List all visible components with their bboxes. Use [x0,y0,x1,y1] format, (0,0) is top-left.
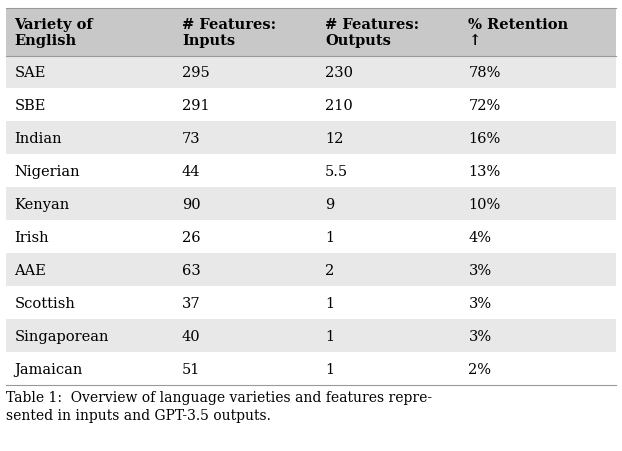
Text: 210: 210 [325,99,353,113]
Bar [6,254,174,287]
Bar [460,320,616,353]
Text: 51: 51 [182,362,200,376]
Text: 1: 1 [325,329,334,343]
Bar [174,254,317,287]
Text: AAE: AAE [14,263,46,277]
Bar [317,155,460,188]
Text: Table 1:  Overview of language varieties and features repre-
sented in inputs an: Table 1: Overview of language varieties … [6,390,432,423]
Text: SBE: SBE [14,99,45,113]
Bar [6,56,174,89]
Bar [460,9,616,56]
Text: Singaporean: Singaporean [14,329,109,343]
Bar [174,122,317,155]
Bar [317,9,460,56]
Text: 37: 37 [182,296,200,310]
Text: 291: 291 [182,99,210,113]
Text: 16%: 16% [468,132,501,146]
Text: # Features:
Inputs: # Features: Inputs [182,18,276,48]
Bar [317,56,460,89]
Bar [317,221,460,254]
Bar [317,188,460,221]
Bar [460,353,616,386]
Text: Indian: Indian [14,132,62,146]
Bar [174,188,317,221]
Bar [174,353,317,386]
Bar [317,122,460,155]
Text: 3%: 3% [468,296,491,310]
Text: Irish: Irish [14,230,49,244]
Bar [317,353,460,386]
Text: Kenyan: Kenyan [14,198,70,212]
Bar [6,155,174,188]
Text: Jamaican: Jamaican [14,362,83,376]
Text: 3%: 3% [468,329,491,343]
Bar [317,320,460,353]
Bar [317,89,460,122]
Text: SAE: SAE [14,66,45,80]
Bar [6,122,174,155]
Bar [460,155,616,188]
Text: 9: 9 [325,198,335,212]
Text: 2%: 2% [468,362,491,376]
Text: 44: 44 [182,165,200,179]
Text: 2: 2 [325,263,335,277]
Bar [174,89,317,122]
Text: 4%: 4% [468,230,491,244]
Bar [460,56,616,89]
Bar [460,122,616,155]
Text: 3%: 3% [468,263,491,277]
Text: 12: 12 [325,132,343,146]
Bar [174,9,317,56]
Bar [174,320,317,353]
Text: 63: 63 [182,263,201,277]
Bar [460,287,616,320]
Bar [174,56,317,89]
Bar [460,89,616,122]
Text: 230: 230 [325,66,353,80]
Text: 78%: 78% [468,66,501,80]
Text: 40: 40 [182,329,200,343]
Bar [6,89,174,122]
Text: Variety of
English: Variety of English [14,18,93,48]
Text: 13%: 13% [468,165,501,179]
Text: # Features:
Outputs: # Features: Outputs [325,18,419,48]
Bar [6,221,174,254]
Bar [460,188,616,221]
Bar [174,287,317,320]
Text: 1: 1 [325,362,334,376]
Text: 1: 1 [325,230,334,244]
Bar [460,221,616,254]
Bar [174,155,317,188]
Bar [174,221,317,254]
Bar [6,320,174,353]
Text: 90: 90 [182,198,200,212]
Text: 72%: 72% [468,99,501,113]
Text: 295: 295 [182,66,210,80]
Bar [460,254,616,287]
Text: 26: 26 [182,230,200,244]
Text: % Retention
↑: % Retention ↑ [468,18,569,48]
Text: 5.5: 5.5 [325,165,348,179]
Text: 10%: 10% [468,198,501,212]
Bar [317,254,460,287]
Bar [6,9,174,56]
Text: 73: 73 [182,132,200,146]
Bar [6,188,174,221]
Text: Scottish: Scottish [14,296,75,310]
Text: 1: 1 [325,296,334,310]
Bar [6,287,174,320]
Text: Nigerian: Nigerian [14,165,80,179]
Bar [317,287,460,320]
Bar [6,353,174,386]
